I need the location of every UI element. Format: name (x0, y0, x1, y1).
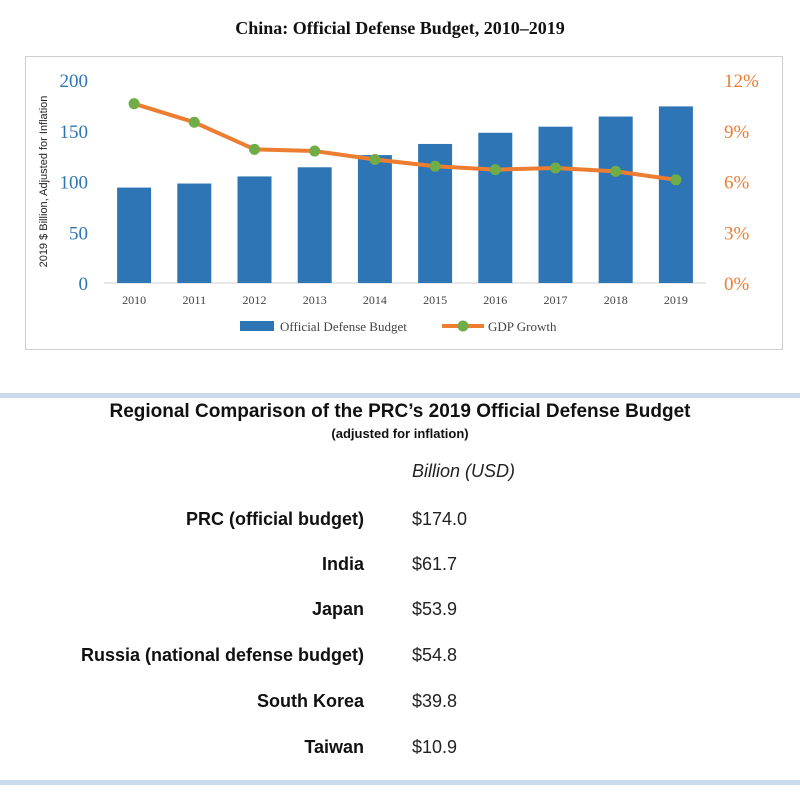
x-tick-label: 2017 (544, 293, 568, 307)
chart-title: China: Official Defense Budget, 2010–201… (235, 18, 565, 38)
bar-2011 (177, 183, 212, 283)
y2-tick-label: 3% (724, 223, 750, 244)
gdp-point-2013 (309, 145, 321, 157)
x-tick-label: 2018 (604, 293, 628, 307)
x-tick-label: 2011 (183, 293, 207, 307)
row-value-prc: $174.0 (412, 509, 468, 529)
bar-2010 (117, 187, 152, 283)
gdp-point-2018 (610, 165, 622, 177)
gdp-point-2017 (550, 162, 561, 174)
bar-2012 (237, 176, 272, 283)
y2-tick-label: 6% (724, 173, 750, 194)
gdp-point-2016 (489, 164, 501, 176)
y-axis-label: 2019 $ Billion, Adjusted for Inflation (38, 96, 50, 268)
bar-2013 (297, 167, 332, 283)
legend-bar-label: Official Defense Budget (280, 319, 407, 334)
x-tick-label: 2015 (423, 293, 447, 307)
row-label-prc: PRC (official budget) (186, 509, 364, 529)
y2-tick-label: 12% (724, 71, 759, 92)
row-label-taiwan: Taiwan (304, 737, 364, 757)
row-value-taiwan: $10.9 (412, 737, 458, 757)
x-tick-label: 2014 (363, 293, 387, 307)
bottom-divider (0, 780, 800, 785)
gdp-growth-line (133, 101, 677, 182)
y2-tick-label: 9% (724, 122, 750, 143)
legend-line-marker (457, 320, 469, 332)
gdp-point-2015 (429, 160, 441, 172)
x-tick-label: 2013 (303, 293, 327, 307)
y-tick-label: 100 (60, 173, 89, 194)
row-label-india: India (321, 554, 364, 574)
gdp-point-2010 (128, 98, 140, 110)
row-label-south-korea: South Korea (256, 691, 364, 711)
chart-frame (25, 56, 783, 350)
row-value-south-korea: $39.8 (412, 691, 458, 711)
bar-2014 (357, 155, 392, 283)
legend-line-label: GDP Growth (488, 319, 557, 334)
bar-2016 (478, 132, 513, 283)
table-subtitle: (adjusted for inflation) (331, 426, 469, 441)
gdp-point-2014 (369, 154, 381, 166)
top-divider (0, 393, 800, 398)
y-tick-label: 150 (60, 122, 89, 143)
y-tick-label: 0 (79, 274, 89, 295)
row-value-japan: $53.9 (412, 599, 458, 619)
row-value-india: $61.7 (412, 554, 458, 574)
legend-bar-swatch (240, 321, 274, 331)
table-title: Regional Comparison of the PRC’s 2019 Of… (109, 401, 691, 422)
column-header: Billion (USD) (412, 461, 516, 481)
defense-budget-chart: 0 50 100 150 200 0% 3% 6% 9% 12% 2019 $ Billion, A… (38, 71, 759, 334)
x-tick-label: 2016 (483, 293, 507, 307)
row-label-russia: Russia (national defense budget) (80, 645, 364, 665)
row-value-russia: $54.8 (412, 645, 458, 665)
x-tick-label: 2019 (664, 293, 688, 307)
x-tick-label: 2010 (122, 293, 146, 307)
bar-2017 (538, 126, 573, 283)
gdp-point-2011 (188, 116, 200, 128)
y-tick-label: 50 (69, 223, 88, 244)
row-label-japan: Japan (311, 599, 364, 619)
y2-tick-label: 0% (724, 274, 750, 295)
bar-2018 (598, 116, 633, 283)
y-tick-label: 200 (60, 71, 89, 92)
bar-2019 (658, 106, 693, 283)
gdp-point-2012 (249, 143, 260, 155)
gdp-point-2019 (670, 174, 682, 186)
x-tick-label: 2012 (243, 293, 267, 307)
